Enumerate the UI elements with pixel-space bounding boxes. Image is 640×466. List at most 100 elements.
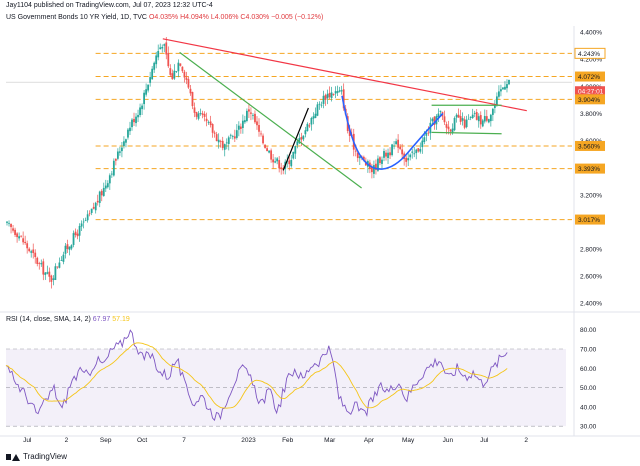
candle-body — [127, 129, 129, 138]
candle-body — [250, 112, 252, 114]
candle-body — [6, 221, 8, 223]
candle-body — [153, 62, 156, 70]
trendline-falling-support — [179, 51, 362, 189]
candle-body — [18, 236, 21, 239]
candle-body — [258, 125, 260, 132]
candle-body — [135, 116, 137, 124]
candle-body — [272, 159, 275, 163]
candle-body — [469, 116, 472, 118]
rsi-value: 67.97 — [92, 316, 111, 323]
candle-body — [90, 208, 93, 213]
candle-body — [233, 136, 236, 139]
price-tick-label: 2.800% — [580, 246, 602, 253]
candle-body — [114, 158, 117, 161]
candle-body — [30, 251, 33, 253]
candle-body — [139, 107, 141, 116]
candle-body — [302, 135, 305, 140]
trendline-consolidation-bottom — [431, 131, 502, 135]
candle-body — [72, 233, 75, 245]
candle-body — [379, 157, 381, 164]
candle-body — [288, 160, 291, 165]
candle-body — [231, 136, 234, 137]
candle-body — [82, 221, 85, 223]
candle-body — [493, 104, 496, 108]
candle-body — [50, 275, 53, 282]
rsi-title-text: RSI (14, close, SMA, 14, 2) — [6, 316, 91, 323]
candle-body — [326, 93, 329, 99]
candle-body — [407, 158, 410, 161]
candle-body — [248, 109, 250, 112]
candle-body — [453, 118, 456, 131]
candle-body — [199, 113, 202, 114]
price-label-box — [575, 163, 605, 174]
candle-body — [159, 47, 162, 50]
candle-body — [215, 134, 218, 142]
candle-body — [270, 150, 273, 160]
candle-body — [322, 95, 325, 104]
time-tick-label: May — [402, 437, 415, 444]
candle-body — [463, 119, 466, 128]
candle-body — [64, 245, 67, 254]
rsi-ma-value: 57.19 — [112, 316, 130, 323]
candle-body — [32, 249, 35, 254]
candle-body — [54, 266, 57, 281]
price-tick-label: 3.800% — [580, 111, 602, 118]
candle-body — [316, 104, 319, 116]
candle-body — [70, 245, 73, 249]
candle-body — [502, 87, 504, 90]
candle-body — [477, 116, 480, 122]
price-label-box — [574, 47, 606, 59]
candle-body — [203, 113, 206, 117]
candle-body — [401, 149, 404, 155]
candle-body — [110, 173, 113, 175]
candle-body — [485, 116, 488, 121]
trendline-resistance — [162, 38, 527, 112]
candle-body — [151, 68, 154, 80]
candle-body — [419, 148, 422, 152]
candle-body — [320, 104, 323, 106]
candle-body — [8, 222, 10, 224]
price-label-box — [575, 71, 605, 82]
price-tick-label: 2.400% — [580, 301, 602, 308]
candle-body — [125, 139, 127, 143]
candle-body — [60, 260, 63, 261]
candle-body — [193, 107, 196, 113]
candle-body — [306, 123, 309, 132]
candle-body — [264, 144, 266, 148]
candle-body — [137, 114, 139, 118]
candle-body — [191, 92, 194, 107]
candle-body — [36, 257, 39, 264]
candle-body — [205, 118, 208, 122]
price-label-text: 04:27:01 — [578, 89, 604, 96]
rsi-tick-label: 40.00 — [580, 404, 597, 411]
candle-body — [189, 88, 192, 94]
trendline-breakout-swing — [282, 107, 309, 171]
candle-body — [334, 91, 337, 94]
time-tick-label: Feb — [282, 437, 294, 444]
price-label-box — [575, 86, 605, 97]
rsi-tick-label: 70.00 — [580, 347, 597, 354]
candle-body — [487, 119, 490, 123]
candle-body — [252, 114, 254, 116]
price-axis-labels: 4.243% 4.072% 04:27:013.904% 3.560% 3.393% 3.… — [574, 47, 606, 225]
candle-body — [68, 246, 71, 250]
candle-body — [163, 44, 166, 46]
rsi-tick-label: 60.00 — [580, 366, 597, 373]
candle-body — [266, 148, 268, 152]
candle-body — [336, 91, 339, 93]
candle-body — [373, 165, 375, 174]
candle-body — [411, 151, 414, 153]
candle-body — [28, 248, 31, 252]
ohlc-close: C4.030% — [240, 14, 270, 21]
price-label-box — [575, 140, 605, 151]
candle-body — [169, 68, 172, 75]
candle-body — [296, 141, 299, 146]
candle-body — [213, 132, 216, 134]
candle-body — [298, 138, 301, 144]
candle-body — [324, 95, 327, 100]
cup-curve — [341, 95, 444, 170]
candle-body — [187, 79, 190, 88]
candle-body — [500, 89, 502, 92]
candle-body — [292, 151, 295, 159]
candle-body — [504, 86, 506, 90]
